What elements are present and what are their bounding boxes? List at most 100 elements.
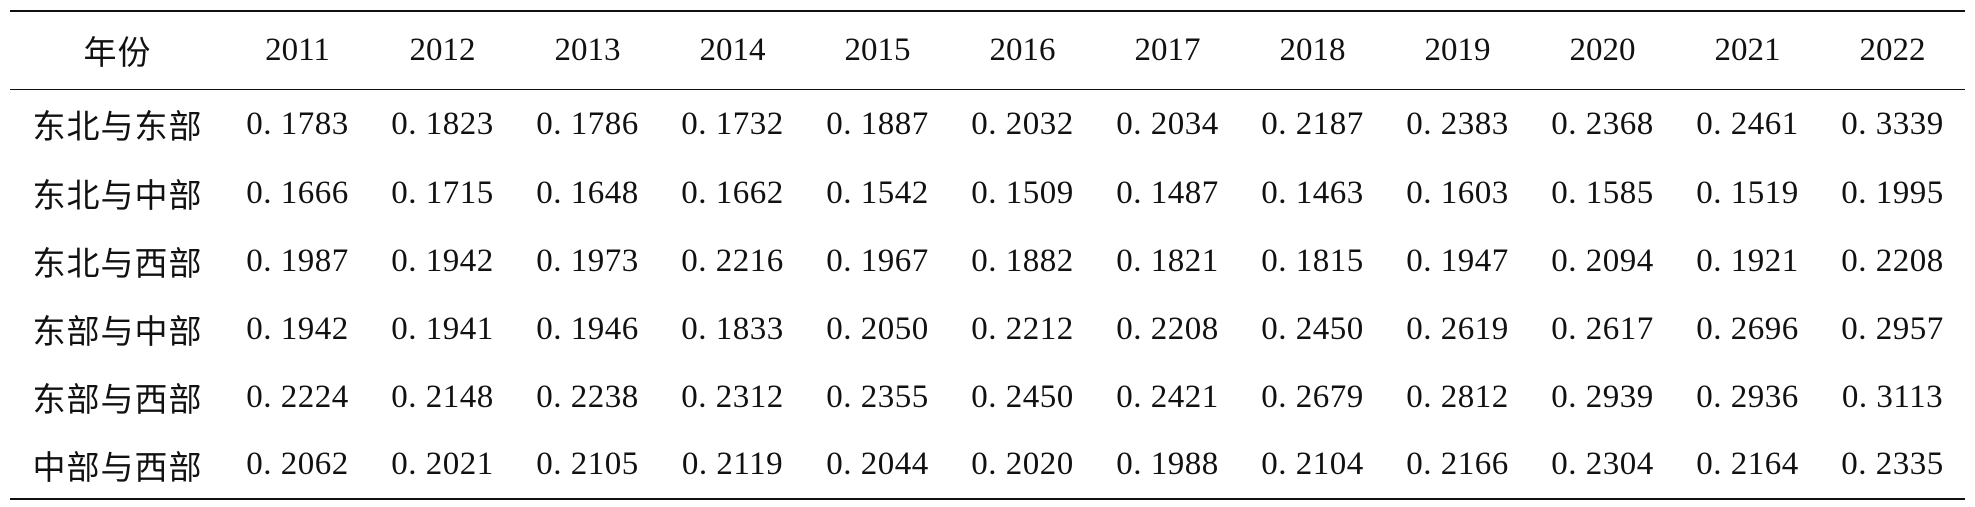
row-label-cell: 东北与西部 — [32, 244, 203, 283]
value-cell: 0. 1946 — [536, 310, 639, 347]
value-cell: 0. 1987 — [246, 242, 349, 279]
value-cell: 0. 1542 — [826, 174, 929, 211]
year-header-cell: 2015 — [844, 31, 911, 68]
year-header-cell: 2013 — [554, 31, 621, 68]
year-header-cell: 2011 — [265, 31, 330, 68]
table-row: 东北与东部 0. 1783 0. 1823 0. 1786 0. 1732 0.… — [10, 89, 1965, 159]
value-cell: 0. 2617 — [1551, 310, 1654, 347]
value-cell: 0. 1823 — [391, 105, 494, 142]
value-cell: 0. 1463 — [1261, 174, 1364, 211]
value-cell: 0. 2383 — [1406, 105, 1509, 142]
year-header-cell: 2018 — [1279, 31, 1346, 68]
value-cell: 0. 2368 — [1551, 105, 1654, 142]
value-cell: 0. 1942 — [391, 242, 494, 279]
year-header-cell: 2017 — [1134, 31, 1201, 68]
year-header-cell: 2014 — [699, 31, 766, 68]
value-cell: 0. 2034 — [1116, 105, 1219, 142]
value-cell: 0. 1585 — [1551, 174, 1654, 211]
value-cell: 0. 3113 — [1841, 378, 1944, 415]
row-label-cell: 中部与西部 — [32, 447, 203, 487]
value-cell: 0. 1942 — [246, 310, 349, 347]
value-cell: 0. 1666 — [246, 174, 349, 211]
header-row: 年份 2011 2012 2013 2014 2015 2016 2017 20… — [10, 11, 1965, 89]
value-cell: 0. 2304 — [1551, 446, 1654, 482]
year-header-cell: 2022 — [1859, 31, 1926, 68]
value-cell: 0. 2461 — [1696, 105, 1799, 142]
value-cell: 0. 1967 — [826, 242, 929, 279]
value-cell: 0. 2224 — [246, 378, 349, 415]
value-cell: 0. 1887 — [826, 105, 929, 142]
value-cell: 0. 1487 — [1116, 174, 1219, 211]
value-cell: 0. 1995 — [1841, 174, 1944, 211]
value-cell: 0. 1973 — [536, 242, 639, 279]
data-table-container: 年份 2011 2012 2013 2014 2015 2016 2017 20… — [10, 10, 1965, 500]
value-cell: 0. 1947 — [1406, 242, 1509, 279]
year-header-cell: 2019 — [1424, 31, 1491, 68]
value-cell: 0. 2208 — [1116, 310, 1219, 347]
value-cell: 0. 1519 — [1696, 174, 1799, 211]
value-cell: 0. 2421 — [1116, 378, 1219, 415]
value-cell: 0. 2050 — [826, 310, 929, 347]
value-cell: 0. 2021 — [391, 446, 494, 482]
year-header-cell: 2012 — [409, 31, 476, 68]
value-cell: 0. 2212 — [971, 310, 1074, 347]
value-cell: 0. 2166 — [1406, 446, 1509, 482]
value-cell: 0. 1715 — [391, 174, 494, 211]
header-label-cell: 年份 — [83, 33, 152, 73]
value-cell: 0. 2335 — [1841, 446, 1944, 482]
row-label-cell: 东部与中部 — [32, 312, 203, 351]
value-cell: 0. 2062 — [246, 446, 349, 482]
value-cell: 0. 1603 — [1406, 174, 1509, 211]
value-cell: 0. 2619 — [1406, 310, 1509, 347]
value-cell: 0. 2355 — [826, 378, 929, 415]
value-cell: 0. 2164 — [1696, 446, 1799, 482]
value-cell: 0. 2020 — [971, 446, 1074, 482]
row-label-cell: 东北与东部 — [32, 107, 203, 147]
table-row: 中部与西部 0. 2062 0. 2021 0. 2105 0. 2119 0.… — [10, 431, 1965, 499]
value-cell: 0. 2679 — [1261, 378, 1364, 415]
value-cell: 0. 2094 — [1551, 242, 1654, 279]
value-cell: 0. 2936 — [1696, 378, 1799, 415]
value-cell: 0. 1783 — [246, 105, 349, 142]
row-label-cell: 东部与西部 — [32, 380, 203, 419]
table-row: 东北与中部 0. 1666 0. 1715 0. 1648 0. 1662 0.… — [10, 159, 1965, 227]
value-cell: 0. 2812 — [1406, 378, 1509, 415]
region-comparison-table: 年份 2011 2012 2013 2014 2015 2016 2017 20… — [10, 10, 1965, 500]
year-header-cell: 2021 — [1714, 31, 1781, 68]
value-cell: 0. 2148 — [391, 378, 494, 415]
value-cell: 0. 1648 — [536, 174, 639, 211]
table-row: 东部与西部 0. 2224 0. 2148 0. 2238 0. 2312 0.… — [10, 363, 1965, 431]
value-cell: 0. 1833 — [681, 310, 784, 347]
value-cell: 0. 1662 — [681, 174, 784, 211]
value-cell: 0. 2105 — [536, 446, 639, 482]
value-cell: 0. 1921 — [1696, 242, 1799, 279]
value-cell: 0. 2939 — [1551, 378, 1654, 415]
table-row: 东部与中部 0. 1942 0. 1941 0. 1946 0. 1833 0.… — [10, 295, 1965, 363]
value-cell: 0. 1732 — [681, 105, 784, 142]
value-cell: 0. 2104 — [1261, 446, 1364, 482]
value-cell: 0. 1988 — [1116, 446, 1219, 482]
value-cell: 0. 2957 — [1841, 310, 1944, 347]
year-header-cell: 2016 — [989, 31, 1056, 68]
value-cell: 0. 2208 — [1841, 242, 1944, 279]
value-cell: 0. 2044 — [826, 446, 929, 482]
value-cell: 0. 2119 — [681, 446, 784, 482]
table-row: 东北与西部 0. 1987 0. 1942 0. 1973 0. 2216 0.… — [10, 227, 1965, 295]
value-cell: 0. 2696 — [1696, 310, 1799, 347]
year-header-cell: 2020 — [1569, 31, 1636, 68]
value-cell: 0. 1882 — [971, 242, 1074, 279]
value-cell: 0. 1509 — [971, 174, 1074, 211]
value-cell: 0. 2450 — [1261, 310, 1364, 347]
value-cell: 0. 1786 — [536, 105, 639, 142]
value-cell: 0. 2450 — [971, 378, 1074, 415]
value-cell: 0. 2312 — [681, 378, 784, 415]
value-cell: 0. 2032 — [971, 105, 1074, 142]
value-cell: 0. 1821 — [1116, 242, 1219, 279]
value-cell: 0. 1941 — [391, 310, 494, 347]
value-cell: 0. 2187 — [1261, 105, 1364, 142]
value-cell: 0. 3339 — [1841, 105, 1944, 142]
value-cell: 0. 2238 — [536, 378, 639, 415]
value-cell: 0. 1815 — [1261, 242, 1364, 279]
row-label-cell: 东北与中部 — [32, 176, 203, 215]
value-cell: 0. 2216 — [681, 242, 784, 279]
